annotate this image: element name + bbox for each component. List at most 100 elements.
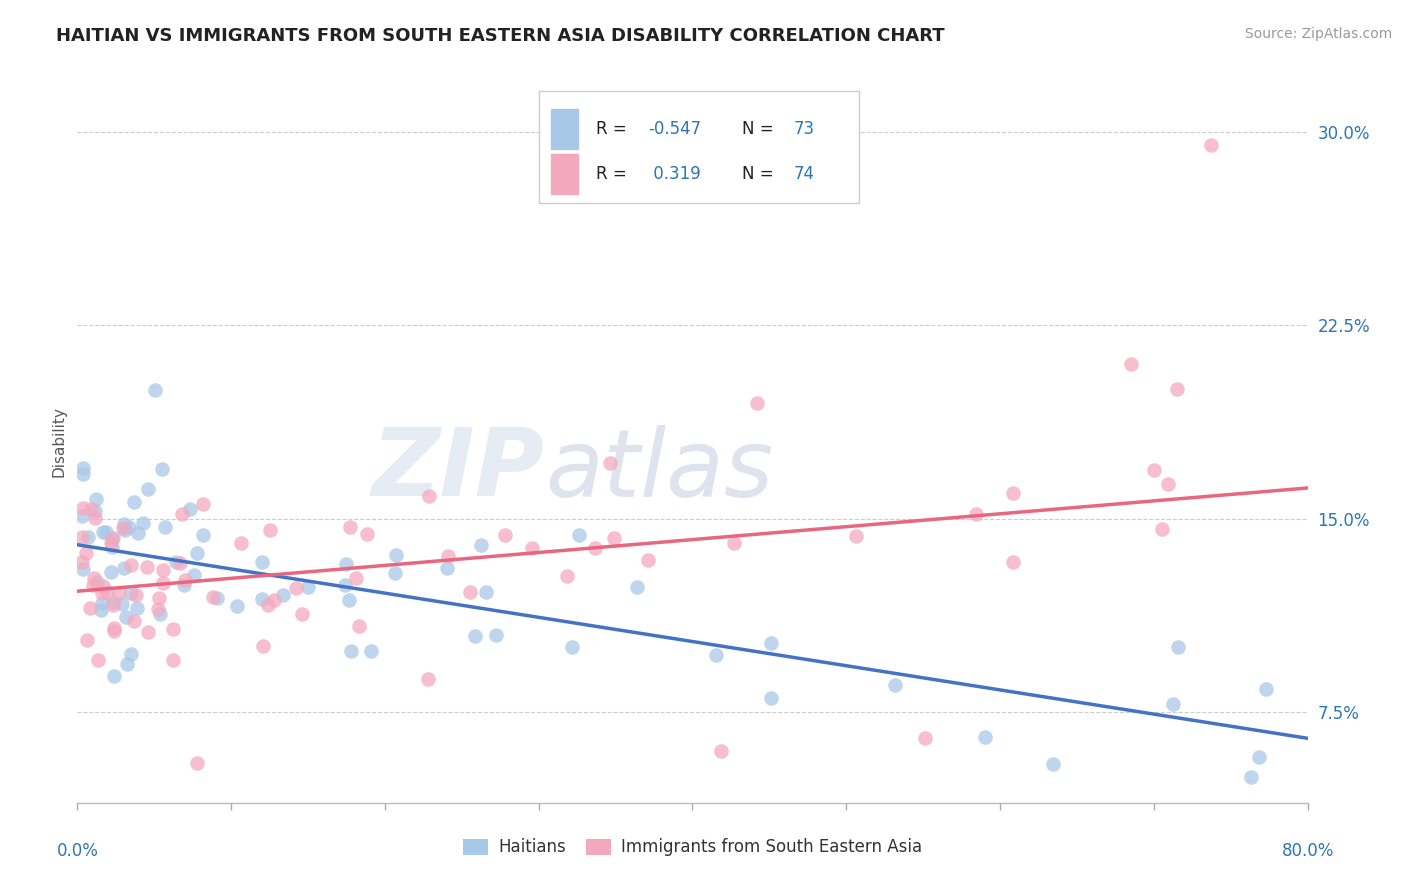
Point [96,524,118,539]
Point [103,621,125,635]
Point [637,553,659,567]
Point [131,516,153,530]
Point [100,535,122,549]
Point [152,576,174,591]
Point [761,690,783,705]
Point [965,508,987,522]
Y-axis label: Disability: Disability [51,406,66,477]
Point [704,648,727,663]
Bar [551,154,578,194]
Point [183,568,205,582]
Point [723,536,745,550]
Point [845,528,868,542]
Point [710,744,733,758]
Point [356,527,378,541]
Point [162,623,184,637]
Point [93,525,115,540]
Point [80,502,103,516]
Point [458,585,481,599]
Point [349,619,371,633]
Point [90,603,112,617]
Point [82,578,104,592]
Point [169,556,191,570]
Point [136,560,159,574]
Point [418,489,440,503]
Point [120,586,142,600]
Point [557,569,579,583]
Point [1166,382,1188,396]
Point [1119,357,1142,371]
Point [76,632,98,647]
Point [883,677,905,691]
Point [84,511,107,525]
Point [974,731,997,745]
Point [602,531,624,545]
Point [186,546,208,560]
Point [333,578,356,592]
Point [148,591,170,605]
Point [84,492,107,507]
Point [70,555,93,569]
Point [112,521,135,535]
Point [124,495,146,509]
Point [173,578,195,592]
Point [761,636,783,650]
Point [494,528,516,542]
Point [72,562,94,576]
Text: 0.0%: 0.0% [56,842,98,860]
FancyBboxPatch shape [538,91,859,203]
Point [626,580,648,594]
Point [1001,485,1024,500]
Point [127,526,149,541]
Point [91,596,114,610]
Point [250,555,273,569]
Point [914,731,936,746]
Point [520,541,543,556]
Point [360,644,382,658]
Point [114,610,136,624]
Point [1042,757,1064,772]
Point [259,523,281,537]
Point [103,624,125,638]
Point [70,509,93,524]
Point [257,599,280,613]
Text: -0.547: -0.547 [648,120,702,137]
Point [344,571,367,585]
Text: R =: R = [596,165,633,183]
Point [745,396,768,410]
Point [207,591,229,605]
Point [291,607,314,622]
Text: atlas: atlas [546,425,773,516]
Point [101,531,124,545]
Point [100,532,122,546]
Point [297,580,319,594]
Point [125,588,148,602]
Point [72,461,94,475]
Point [149,607,172,622]
Point [112,561,135,575]
Point [72,467,94,482]
Bar [551,109,578,149]
Point [101,541,124,555]
Point [464,629,486,643]
Point [120,647,142,661]
Point [83,571,105,585]
Point [72,500,94,515]
Point [1002,555,1025,569]
Text: N =: N = [742,120,779,137]
Legend: Haitians, Immigrants from South Eastern Asia: Haitians, Immigrants from South Eastern … [457,831,928,863]
Point [86,575,108,590]
Point [485,628,508,642]
Text: 73: 73 [793,120,814,137]
Point [1247,750,1270,764]
Point [152,563,174,577]
Point [201,590,224,604]
Point [191,528,214,542]
Point [103,669,125,683]
Point [229,536,252,550]
Point [337,593,360,607]
Point [153,520,176,534]
Point [250,592,273,607]
Point [599,456,621,470]
Point [96,585,118,599]
